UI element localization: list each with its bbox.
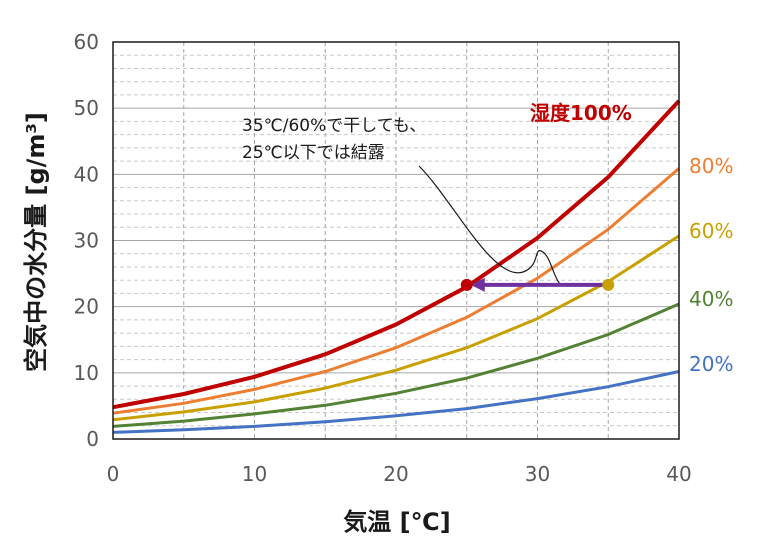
x-tick-label: 20 <box>383 462 408 486</box>
y-axis-title: 空気中の水分量 [g/m³] <box>22 112 50 372</box>
annotation: 35℃/60%で干しても、 25℃以下では結露 <box>242 116 615 292</box>
series-label: 湿度100% <box>530 101 632 125</box>
annotation-leader-line <box>418 165 561 285</box>
y-tick-label: 60 <box>74 30 99 54</box>
annotation-line-1: 35℃/60%で干しても、 <box>242 116 426 136</box>
annotation-line-2: 25℃以下では結露 <box>242 143 385 163</box>
series-label: 40% <box>689 287 733 311</box>
series-label: 80% <box>689 154 733 178</box>
series-labels: 湿度100% 80% 60% 40% 20% <box>530 101 733 376</box>
series-line <box>112 302 680 428</box>
series-label: 60% <box>689 219 733 243</box>
series-line <box>112 99 681 410</box>
annotation-start-marker <box>602 278 615 291</box>
series-lines <box>112 99 681 434</box>
axes: 0 10 20 30 40 50 60 0 10 20 30 40 <box>74 30 692 486</box>
y-tick-label: 20 <box>74 295 99 319</box>
annotation-arrow-head <box>470 277 485 292</box>
y-tick-label: 40 <box>74 162 99 186</box>
y-tick-label: 30 <box>74 229 99 253</box>
series-line <box>112 234 680 422</box>
series-line <box>112 167 680 415</box>
annotation-end-marker <box>460 278 473 291</box>
x-axis-title: 気温 [℃] <box>343 508 450 536</box>
y-tick-label: 50 <box>74 96 99 120</box>
x-tick-label: 40 <box>666 462 691 486</box>
series-label: 20% <box>689 352 733 376</box>
series-line <box>112 370 680 434</box>
x-tick-label: 10 <box>242 462 267 486</box>
x-tick-label: 30 <box>525 462 550 486</box>
y-tick-label: 10 <box>74 361 99 385</box>
x-tick-label: 0 <box>107 462 120 486</box>
y-tick-label: 0 <box>86 427 99 451</box>
plot-frame <box>112 41 680 440</box>
